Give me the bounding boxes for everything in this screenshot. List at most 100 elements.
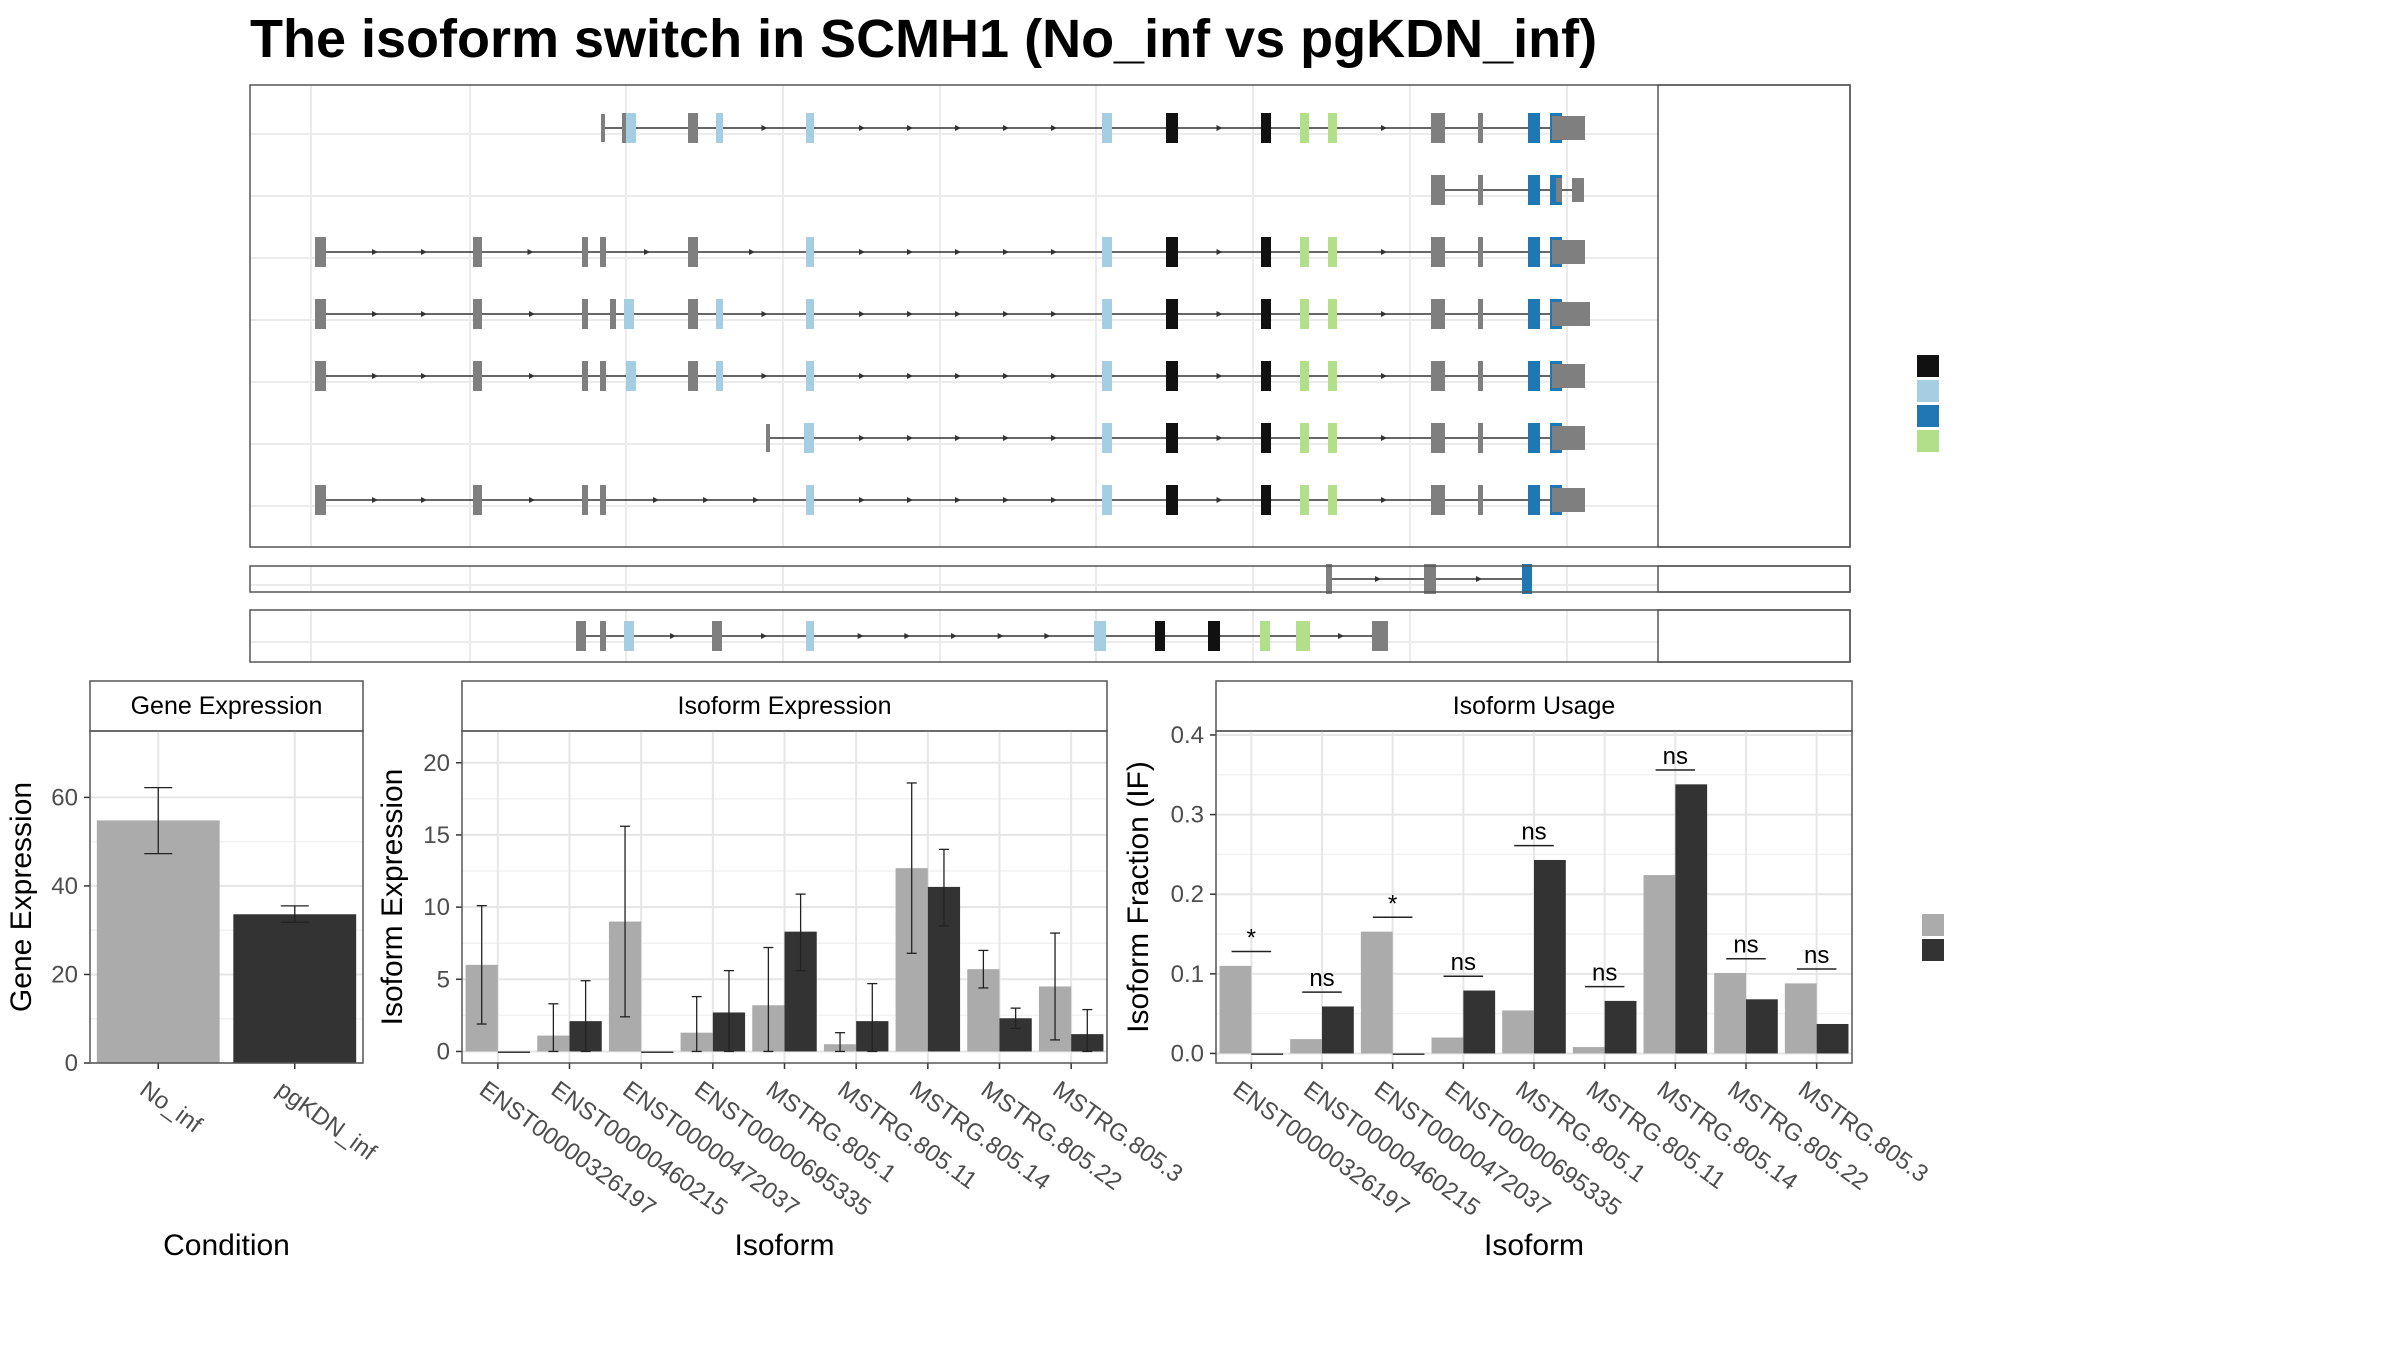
exon-block: [1300, 423, 1309, 453]
exon-block: [1102, 485, 1112, 515]
exon-block: [600, 237, 606, 267]
exon-block: [1102, 113, 1112, 143]
y-axis-title: Gene Expression: [5, 782, 38, 1012]
exon-block: [1552, 116, 1585, 140]
intron-arrow: [907, 435, 913, 441]
x-axis-title: Isoform: [734, 1229, 834, 1262]
exon-block: [473, 299, 482, 329]
intron-arrow: [372, 497, 378, 503]
bar: [1675, 784, 1708, 1054]
intron-arrow: [997, 633, 1004, 639]
exon-block: [1326, 564, 1332, 594]
exon-block: [688, 237, 698, 267]
exon-block: [806, 113, 814, 143]
panel-strip-label: Isoform Expression: [678, 692, 892, 720]
domain-legend-swatch: [1917, 430, 1939, 452]
panel-strip-label: Isoform Usage: [1453, 692, 1616, 720]
exon-block: [1261, 485, 1271, 515]
exon-block: [1478, 361, 1483, 391]
intron-arrow: [1381, 435, 1387, 441]
intron-arrow: [1003, 497, 1009, 503]
exon-block: [582, 299, 588, 329]
exon-block: [601, 114, 605, 142]
exon-block: [1528, 361, 1540, 391]
intron-arrow: [857, 633, 864, 639]
exon-block: [1328, 361, 1337, 391]
intron-arrow: [1216, 435, 1223, 441]
panel-strip: [89, 680, 364, 732]
domain-legend-swatch: [1917, 380, 1939, 402]
bar: [1463, 990, 1496, 1054]
exon-block: [1528, 485, 1540, 515]
exon-block: [688, 299, 698, 329]
intron-arrow: [1003, 311, 1009, 317]
plot-border: [1215, 730, 1853, 1064]
facet-strip: [1657, 84, 1851, 548]
bar: [1360, 931, 1393, 1054]
exon-block: [716, 361, 723, 391]
exon-block: [1261, 361, 1271, 391]
intron-arrow: [1003, 435, 1009, 441]
y-tick-label: 15: [423, 822, 450, 849]
intron-arrow: [670, 633, 676, 639]
exon-block: [1328, 485, 1337, 515]
intron-arrow: [955, 373, 961, 379]
bar: [1714, 973, 1746, 1054]
bar: [1502, 1010, 1534, 1054]
exon-block: [1300, 237, 1309, 267]
intron-arrow: [421, 311, 427, 317]
exon-block: [315, 237, 326, 267]
y-tick-label: 0.2: [1171, 881, 1204, 908]
exon-block: [716, 113, 723, 143]
exon-block: [1102, 361, 1112, 391]
exon-block: [1552, 364, 1585, 388]
y-tick-label: 20: [423, 750, 450, 777]
bar: [1643, 875, 1676, 1054]
intron-arrow: [859, 435, 865, 441]
intron-arrow: [1381, 125, 1387, 131]
intron-arrow: [907, 249, 913, 255]
exon-block: [1261, 423, 1271, 453]
exon-block: [1528, 237, 1540, 267]
exon-block: [716, 299, 723, 329]
intron-arrow: [859, 373, 865, 379]
intron-arrow: [1216, 497, 1223, 503]
exon-block: [766, 424, 770, 452]
exon-block: [1478, 299, 1483, 329]
exon-block: [315, 361, 326, 391]
exon-block: [1328, 299, 1337, 329]
plot-border: [89, 730, 364, 1064]
exon-block: [806, 237, 814, 267]
bar: [233, 914, 357, 1063]
x-axis-title: Isoform: [1484, 1229, 1584, 1262]
exon-block: [624, 621, 634, 651]
exon-block: [600, 485, 606, 515]
exon-block: [806, 299, 814, 329]
exon-block: [1300, 361, 1309, 391]
exon-block: [1166, 113, 1178, 143]
gene-expression-panel: Gene Expression 0 20 40 60 No_inf pgKDN_inf Gen…: [5, 680, 381, 1262]
exon-block: [1166, 237, 1178, 267]
y-tick-label: 0.3: [1171, 802, 1204, 829]
y-tick-label: 10: [423, 894, 450, 921]
intron-arrow: [421, 249, 427, 255]
exon-block: [806, 361, 814, 391]
exon-block: [1261, 237, 1271, 267]
exon-block: [1300, 299, 1309, 329]
x-axis-title: Condition: [163, 1229, 290, 1262]
domain-legend: [1917, 355, 1939, 452]
exon-block: [1431, 299, 1445, 329]
exon-block: [688, 113, 698, 143]
intron-arrow: [1381, 497, 1387, 503]
intron-arrow: [859, 125, 865, 131]
facet-strip: [1657, 565, 1851, 593]
significance-label: ns: [1733, 932, 1758, 959]
bar: [1322, 1006, 1354, 1054]
intron-arrow: [761, 633, 767, 639]
intron-arrow: [1216, 311, 1223, 317]
y-tick-label: 0: [65, 1050, 78, 1077]
intron-arrow: [761, 125, 768, 131]
exon-block: [1478, 423, 1483, 453]
exon-block: [1552, 240, 1585, 264]
